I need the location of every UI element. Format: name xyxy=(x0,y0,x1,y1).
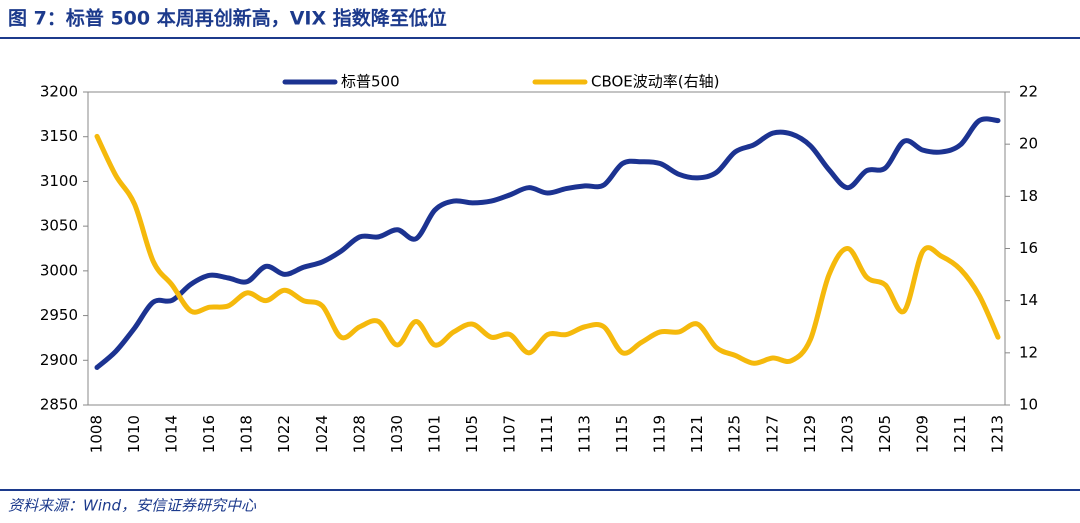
x-tick-label: 1115 xyxy=(613,415,631,453)
y2-tick-label: 12 xyxy=(1019,343,1038,361)
x-tick-label: 1119 xyxy=(651,415,669,453)
x-tick-label: 1008 xyxy=(88,415,106,453)
y2-tick-label: 22 xyxy=(1019,83,1038,101)
x-tick-label: 1205 xyxy=(876,415,894,453)
plot-frame xyxy=(87,91,1006,406)
y2-tick-label: 14 xyxy=(1019,291,1038,309)
series-line xyxy=(94,116,1001,370)
x-tick-label: 1203 xyxy=(838,415,856,453)
y-tick-label: 3000 xyxy=(40,261,78,279)
x-tick-label: 1211 xyxy=(951,415,969,453)
y-tick-label: 2900 xyxy=(40,351,78,369)
y-tick-label: 3100 xyxy=(40,172,78,190)
legend-label: CBOE波动率(右轴) xyxy=(591,73,720,91)
x-tick-label: 1129 xyxy=(801,415,819,453)
x-tick-label: 1014 xyxy=(163,415,181,453)
y-tick-label: 3050 xyxy=(40,217,78,235)
x-tick-label: 1105 xyxy=(463,415,481,453)
x-tick-label: 1113 xyxy=(576,415,594,453)
y2-tick-label: 20 xyxy=(1019,135,1038,153)
page-title: 图 7：标普 500 本周再创新高，VIX 指数降至低位 xyxy=(8,7,447,30)
x-tick-label: 1030 xyxy=(388,415,406,453)
x-tick-label: 1125 xyxy=(726,415,744,453)
y2-tick-label: 18 xyxy=(1019,187,1038,205)
x-tick-label: 1018 xyxy=(238,415,256,453)
x-tick-label: 1121 xyxy=(688,415,706,453)
x-tick-label: 1024 xyxy=(313,415,331,453)
y2-tick-label: 16 xyxy=(1019,239,1038,257)
y-tick-label: 3200 xyxy=(40,83,78,101)
x-tick-label: 1111 xyxy=(538,415,556,453)
x-tick-label: 1213 xyxy=(989,415,1007,453)
x-tick-label: 1010 xyxy=(125,415,143,453)
x-tick-label: 1127 xyxy=(763,415,781,453)
y-tick-label: 2950 xyxy=(40,306,78,324)
series-line xyxy=(94,133,1001,366)
x-tick-label: 1028 xyxy=(350,415,368,453)
y-tick-label: 2850 xyxy=(40,396,78,414)
legend-label: 标普500 xyxy=(341,73,400,91)
y-tick-label: 3150 xyxy=(40,127,78,145)
x-tick-label: 1016 xyxy=(200,415,218,453)
x-tick-label: 1022 xyxy=(275,415,293,453)
x-tick-label: 1101 xyxy=(425,415,443,453)
source-note: 资料来源：Wind，安信证券研究中心 xyxy=(8,497,257,515)
y2-tick-label: 10 xyxy=(1019,396,1038,414)
x-tick-label: 1107 xyxy=(500,415,518,453)
x-tick-label: 1209 xyxy=(913,415,931,453)
